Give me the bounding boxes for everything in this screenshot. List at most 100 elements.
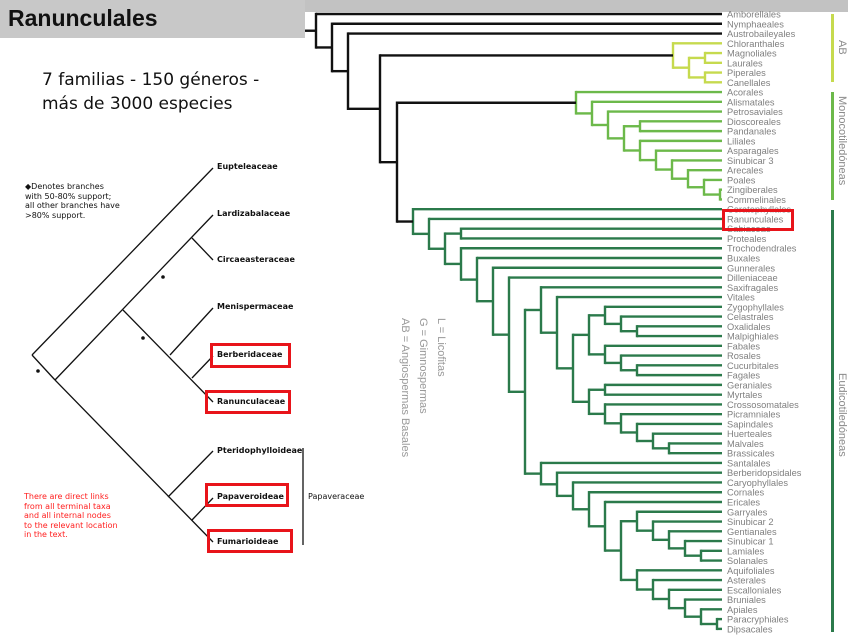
support-dot xyxy=(36,369,40,373)
branch xyxy=(169,307,214,356)
taxon-eupteleaceae[interactable]: Eupteleaceae xyxy=(217,162,278,171)
taxon-berberidaceae[interactable]: Berberidaceae xyxy=(217,350,283,359)
highlight-box xyxy=(210,343,291,368)
order-label[interactable]: Saxifragales xyxy=(727,283,779,293)
note-line: >80% support. xyxy=(25,210,86,220)
branch xyxy=(122,309,214,403)
order-label[interactable]: Paracryphiales xyxy=(727,615,789,625)
note-line: and all internal nodes xyxy=(24,511,111,520)
order-label[interactable]: Gunnerales xyxy=(727,263,775,273)
branch xyxy=(54,379,214,543)
order-label[interactable]: Rosales xyxy=(727,351,761,361)
order-label[interactable]: Proteales xyxy=(727,234,767,244)
branch xyxy=(191,497,214,521)
order-label[interactable]: Brassicales xyxy=(727,449,775,459)
legend-line: G = Gimnospermas xyxy=(417,318,429,414)
note-line: There are direct links xyxy=(24,492,109,501)
order-label[interactable]: Escalloniales xyxy=(727,585,782,595)
taxon-menispermaceae[interactable]: Menispermaceae xyxy=(217,302,294,311)
subtitle-line-2: más de 3000 especies xyxy=(42,94,233,114)
order-label[interactable]: Petrosaviales xyxy=(727,107,783,117)
branch xyxy=(167,450,214,498)
monocots-bracket xyxy=(831,92,834,200)
taxon-lardizabalaceae[interactable]: Lardizabalaceae xyxy=(217,209,291,218)
order-label[interactable]: Zingiberales xyxy=(727,185,778,195)
order-label[interactable]: Fabales xyxy=(727,341,760,351)
order-label[interactable]: Asparagales xyxy=(727,146,779,156)
order-label[interactable]: Sinubicar 3 xyxy=(727,156,774,166)
order-label[interactable]: Acorales xyxy=(727,88,764,98)
support-note: ◆Denotes branches with 50-80% support; a… xyxy=(25,182,120,220)
order-label[interactable]: Laurales xyxy=(727,58,763,68)
order-label[interactable]: Malvales xyxy=(727,439,764,449)
abbreviation-legend: L = Licofitas G = Gimnospermas AB = Angi… xyxy=(396,318,450,457)
order-label[interactable]: Amborellales xyxy=(727,10,781,20)
support-dot xyxy=(141,336,145,340)
order-label[interactable]: Gentianales xyxy=(727,527,777,537)
order-label[interactable]: Sinubicar 1 xyxy=(727,537,774,547)
eudicots-bracket xyxy=(831,210,834,632)
order-label[interactable]: Buxales xyxy=(727,254,760,264)
highlight-box xyxy=(205,483,289,507)
order-label[interactable]: Zygophyllales xyxy=(727,302,784,312)
order-label[interactable]: Santalales xyxy=(727,458,771,468)
order-label[interactable]: Canellales xyxy=(727,78,771,88)
order-label[interactable]: Poales xyxy=(727,175,756,185)
note-line: ◆Denotes branches xyxy=(25,182,104,191)
order-label[interactable]: Magnoliales xyxy=(727,49,777,59)
group-label-eudicots: Eudicotiledóneas xyxy=(836,373,848,457)
order-label[interactable]: Geraniales xyxy=(727,380,772,390)
taxon-papaveroideae[interactable]: Papaveroideae xyxy=(217,492,284,501)
order-label[interactable]: Piperales xyxy=(727,68,766,78)
order-label[interactable]: Chloranthales xyxy=(727,39,785,49)
order-labels: AmborellalesNymphaealesAustrobaileyalesC… xyxy=(727,10,802,635)
order-label[interactable]: Picramniales xyxy=(727,410,781,420)
order-label[interactable]: Fagales xyxy=(727,371,760,381)
order-label[interactable]: Oxalidales xyxy=(727,322,771,332)
branch xyxy=(191,355,214,379)
order-label[interactable]: Dioscoreales xyxy=(727,117,781,127)
order-label[interactable]: Sapindales xyxy=(727,419,773,429)
taxon-fumarioideae[interactable]: Fumarioideae xyxy=(217,537,279,546)
order-label[interactable]: Dilleniaceae xyxy=(727,273,778,283)
order-label[interactable]: Solanales xyxy=(727,556,768,566)
angiosperm-order-tree xyxy=(305,12,722,631)
order-label[interactable]: Berberidopsidales xyxy=(727,468,802,478)
highlight-box xyxy=(205,390,291,414)
order-label[interactable]: Bruniales xyxy=(727,595,766,605)
taxon-ranunculaceae[interactable]: Ranunculaceae xyxy=(217,397,286,406)
order-label[interactable]: Alismatales xyxy=(727,97,775,107)
order-label[interactable]: Liliales xyxy=(727,136,756,146)
order-label[interactable]: Aquifoliales xyxy=(727,566,775,576)
order-label[interactable]: Sinubicar 2 xyxy=(727,517,774,527)
order-label[interactable]: Dipsacales xyxy=(727,624,773,634)
legend-line: AB = Angiospermas Basales xyxy=(399,318,411,458)
order-label[interactable]: Lamiales xyxy=(727,546,765,556)
order-label[interactable]: Cucurbitales xyxy=(727,361,779,371)
order-label[interactable]: Arecales xyxy=(727,166,764,176)
order-label[interactable]: Trochodendrales xyxy=(727,244,797,254)
order-label[interactable]: Myrtales xyxy=(727,390,762,400)
order-label[interactable]: Asterales xyxy=(727,576,766,586)
note-line: in the text. xyxy=(24,530,68,539)
taxon-circaeasteraceae[interactable]: Circaeasteraceae xyxy=(217,255,295,264)
order-label[interactable]: Pandanales xyxy=(727,127,776,137)
note-line: all other branches have xyxy=(25,201,120,210)
order-label[interactable]: Apiales xyxy=(727,605,758,615)
order-label[interactable]: Ericales xyxy=(727,498,760,508)
top-strip xyxy=(305,0,848,12)
order-label[interactable]: Huerteales xyxy=(727,429,772,439)
taxon-pteridophylloideae[interactable]: Pteridophylloideae xyxy=(217,446,303,455)
order-label[interactable]: Crossosomatales xyxy=(727,400,799,410)
order-label[interactable]: Malpighiales xyxy=(727,332,779,342)
order-label[interactable]: Austrobaileyales xyxy=(727,29,796,39)
order-label[interactable]: Cornales xyxy=(727,488,765,498)
order-label[interactable]: Garryales xyxy=(727,507,768,517)
note-line: to the relevant location xyxy=(24,520,118,530)
order-label[interactable]: Vitales xyxy=(727,293,755,303)
order-label[interactable]: Caryophyllales xyxy=(727,478,788,488)
order-label[interactable]: Commelinales xyxy=(727,195,786,205)
order-label[interactable]: Nymphaeales xyxy=(727,19,784,29)
order-label[interactable]: Celastrales xyxy=(727,312,774,322)
order-label[interactable]: Ranunculales xyxy=(727,214,784,224)
